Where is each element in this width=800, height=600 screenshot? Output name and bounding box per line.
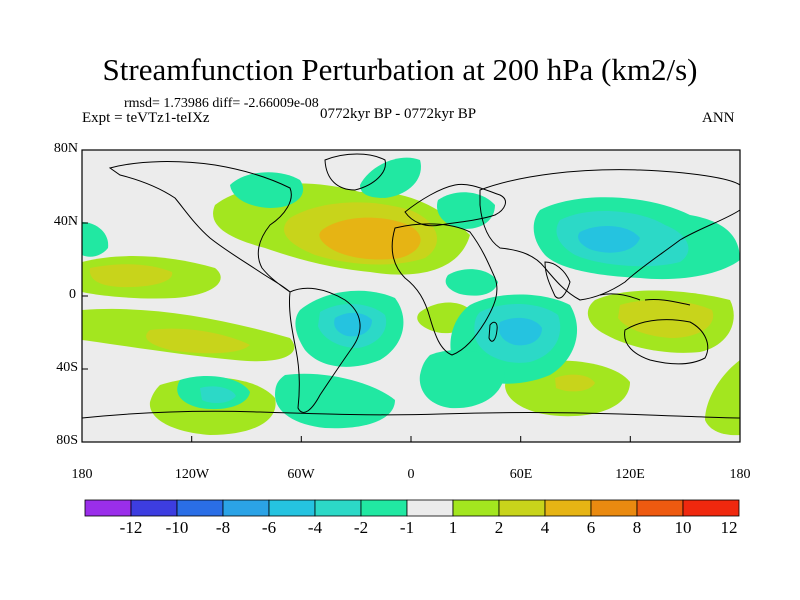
colorbar-label: -8: [215, 518, 231, 537]
colorbar-label: 4: [540, 518, 550, 537]
contour-neg-southern-2: [200, 386, 236, 404]
colorbar-label: 10: [674, 518, 692, 537]
contour-pos-pacific-north-2: [89, 264, 173, 288]
contour-neg-asia-3: [578, 226, 640, 253]
coast-north-america: [108, 161, 292, 293]
season-label: ANN: [702, 110, 735, 126]
contour-pos-eastedge: [705, 360, 740, 436]
colorbar-label: -1: [399, 518, 415, 537]
coast-india: [544, 261, 571, 299]
coastlines: [81, 153, 741, 419]
coast-africa: [391, 223, 498, 356]
contour-pos-southpac-2: [146, 328, 250, 354]
colorbar-box-7: [360, 499, 408, 517]
contour-neg-westpac: [82, 222, 109, 257]
colorbar-label: 6: [586, 518, 596, 537]
colorbar-label: -12: [119, 518, 143, 537]
xtick-label-180e: 180: [729, 467, 751, 482]
coast-madagascar: [488, 321, 498, 342]
colorbar-box-14: [682, 499, 740, 517]
ytick-label-40S: 40S: [56, 360, 78, 375]
contour-neg-indian-3: [498, 317, 542, 346]
colorbar-box-3: [176, 499, 224, 517]
xtick-label-60w: 60W: [287, 467, 315, 482]
colorbar-box-5: [268, 499, 316, 517]
ytick-label-80N: 80N: [53, 141, 78, 156]
colorbar-label: -2: [353, 518, 369, 537]
colorbar-label: -4: [307, 518, 323, 537]
colorbar-box-2: [130, 499, 178, 517]
contour-pos-southind-2: [555, 374, 595, 392]
coast-australia: [624, 319, 709, 365]
contour-fields: [82, 157, 740, 436]
coast-europe: [404, 183, 506, 227]
colorbar-label: -10: [165, 518, 189, 537]
xtick-label-120w: 120W: [174, 467, 210, 482]
ytick-label-80S: 80S: [56, 433, 78, 448]
colorbar-label: 12: [720, 518, 738, 537]
colorbar-label: 1: [448, 518, 458, 537]
coast-south-america: [289, 287, 361, 413]
ytick-label-0: 0: [69, 287, 76, 302]
stats-line: rmsd= 1.73986 diff= -2.66009e-08: [124, 96, 319, 111]
colorbar-label: -6: [261, 518, 277, 537]
colorbar-box-10: [498, 499, 546, 517]
colorbar-box-13: [636, 499, 684, 517]
coast-asia: [479, 169, 741, 301]
colorbar: [84, 499, 740, 517]
colorbar-box-9: [452, 499, 500, 517]
xtick-label-180w: 180: [71, 467, 93, 482]
contour-neg-northamerica: [230, 172, 304, 208]
contour-neg-africaeast: [445, 269, 498, 296]
colorbar-label: 8: [632, 518, 642, 537]
ytick-label-40N: 40N: [53, 214, 78, 229]
contour-neg-southatl-far: [419, 350, 505, 409]
xtick-label-60e: 60E: [509, 467, 533, 482]
coast-greenland: [324, 153, 386, 191]
colorbar-box-12: [590, 499, 638, 517]
xtick-label-0: 0: [407, 467, 415, 482]
colorbar-box-1: [84, 499, 132, 517]
colorbar-box-6: [314, 499, 362, 517]
tick-marks: [81, 149, 741, 443]
figure-title: Streamfunction Perturbation at 200 hPa (…: [102, 52, 698, 87]
colorbar-box-8: [406, 499, 454, 517]
experiment-label: Expt = teVTz1-teIXz: [82, 110, 210, 126]
colorbar-label: 2: [494, 518, 504, 537]
contour-neg-greenland: [360, 157, 421, 198]
xtick-label-120e: 120E: [615, 467, 645, 482]
contour-neg-southatl-3: [334, 312, 372, 337]
coast-antarctica: [81, 410, 741, 419]
colorbar-box-11: [544, 499, 592, 517]
colorbar-box-4: [222, 499, 270, 517]
coast-indonesia: [599, 293, 691, 306]
period-label: 0772kyr BP - 0772kyr BP: [320, 106, 477, 122]
